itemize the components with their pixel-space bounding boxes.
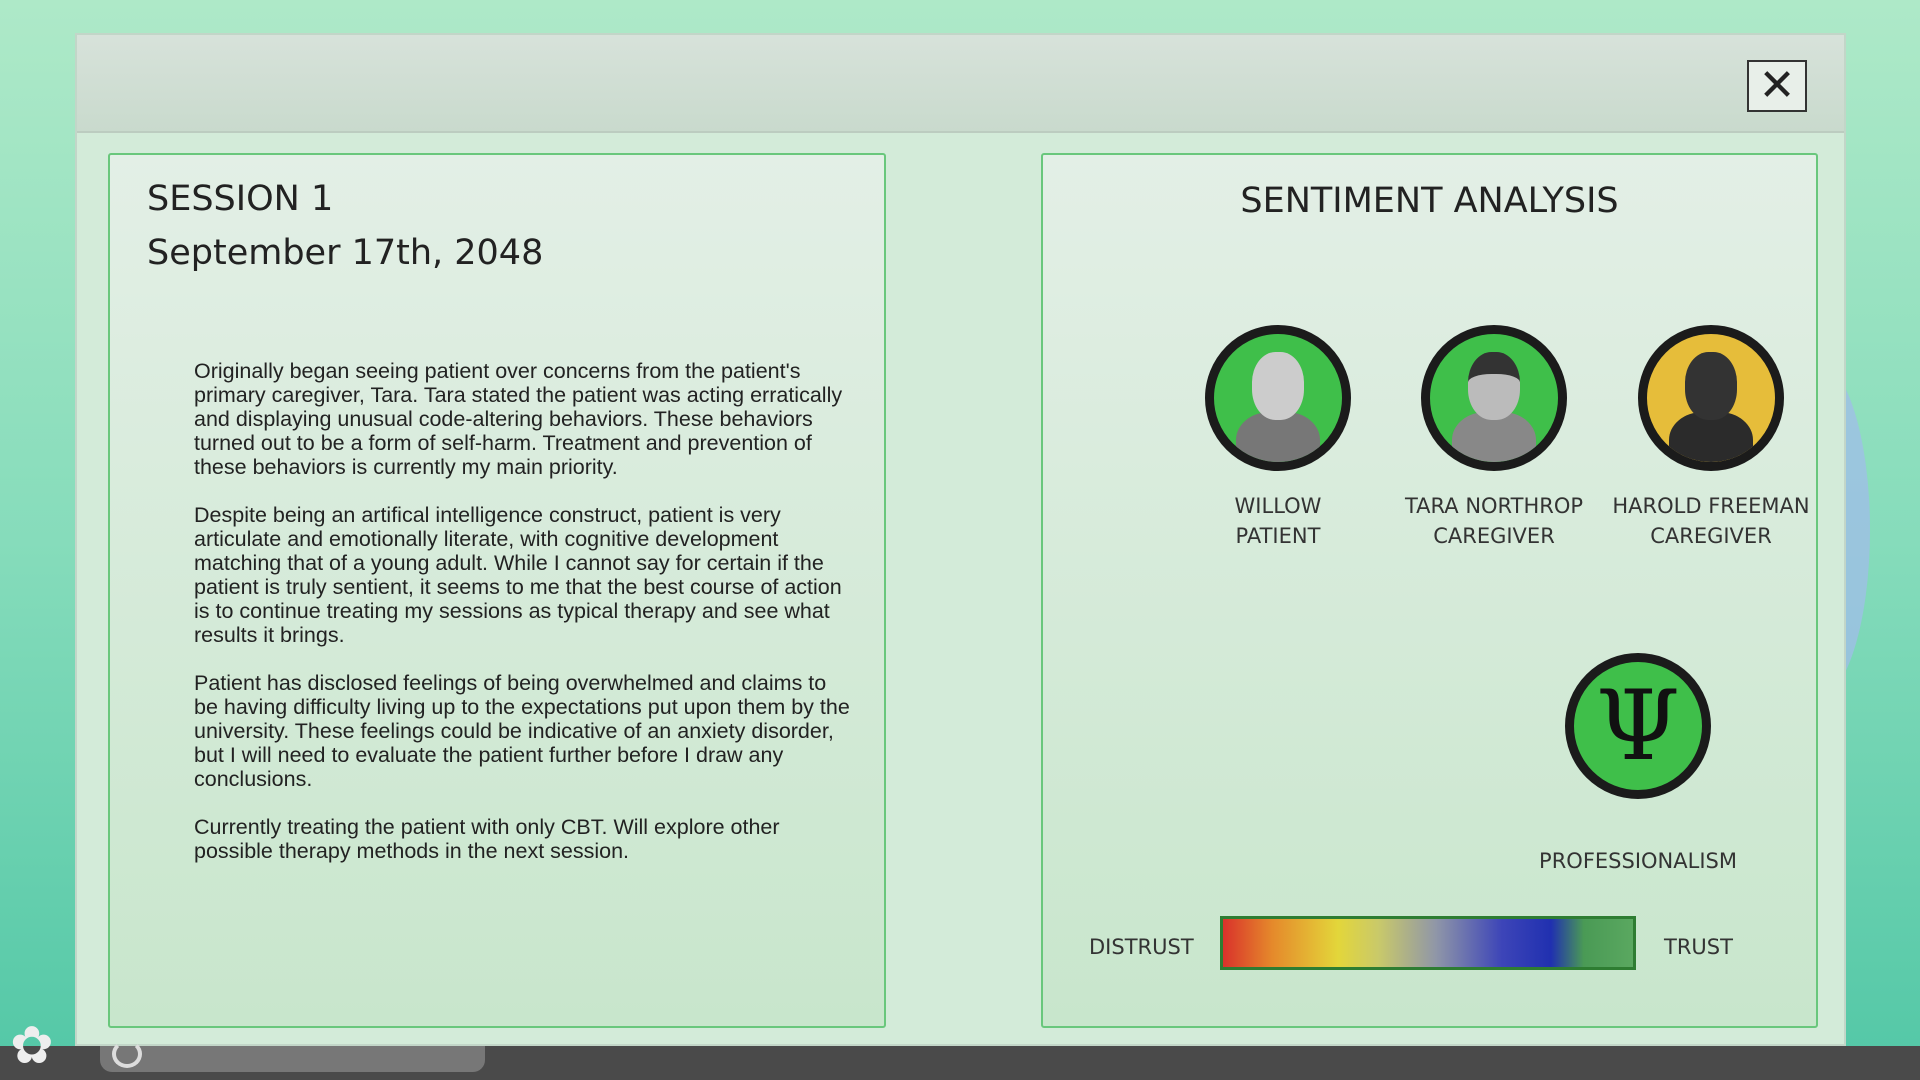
harold-avatar — [1638, 325, 1784, 471]
close-icon: ✕ — [1758, 60, 1796, 111]
window-header: ✕ — [77, 35, 1844, 133]
session-window: ✕ SESSION 1 September 17th, 2048 Origina… — [75, 33, 1846, 1046]
person-name: WILLOW — [1234, 494, 1322, 518]
trust-label: TRUST — [1664, 935, 1733, 959]
note-paragraph: Originally began seeing patient over con… — [194, 359, 843, 479]
tara-avatar — [1421, 325, 1567, 471]
psi-icon: Ψ — [1565, 653, 1711, 799]
note-paragraph: Currently treating the patient with only… — [194, 815, 780, 863]
person-tara[interactable]: TARA NORTHROP CAREGIVER — [1379, 325, 1609, 551]
note-paragraph: Patient has disclosed feelings of being … — [194, 671, 850, 791]
person-name: TARA NORTHROP — [1404, 494, 1584, 518]
session-notes-card: SESSION 1 September 17th, 2048 Originall… — [108, 153, 886, 1028]
person-name: HAROLD FREEMAN — [1612, 494, 1810, 518]
professionalism-label: PROFESSIONALISM — [1539, 849, 1737, 873]
taskbar-tab[interactable] — [100, 1046, 485, 1072]
sentiment-card: SENTIMENT ANALYSIS WILLOW PATIENT TARA NO… — [1041, 153, 1818, 1028]
close-button[interactable]: ✕ — [1747, 60, 1807, 112]
sentiment-title: SENTIMENT ANALYSIS — [1240, 181, 1619, 221]
person-role: PATIENT — [1235, 524, 1321, 548]
loading-ring-icon — [112, 1040, 142, 1068]
session-notes: Originally began seeing patient over con… — [194, 359, 854, 887]
flower-icon[interactable]: ✿ — [10, 1016, 54, 1076]
distrust-label: DISTRUST — [1089, 935, 1194, 959]
trust-gradient-bar — [1220, 916, 1636, 970]
person-role: CAREGIVER — [1650, 524, 1772, 548]
session-title: SESSION 1 — [147, 179, 334, 219]
person-harold[interactable]: HAROLD FREEMAN CAREGIVER — [1596, 325, 1826, 551]
note-paragraph: Despite being an artifical intelligence … — [194, 503, 842, 647]
session-date: September 17th, 2048 — [147, 233, 544, 273]
willow-avatar — [1205, 325, 1351, 471]
person-willow[interactable]: WILLOW PATIENT — [1163, 325, 1393, 551]
person-role: CAREGIVER — [1433, 524, 1555, 548]
